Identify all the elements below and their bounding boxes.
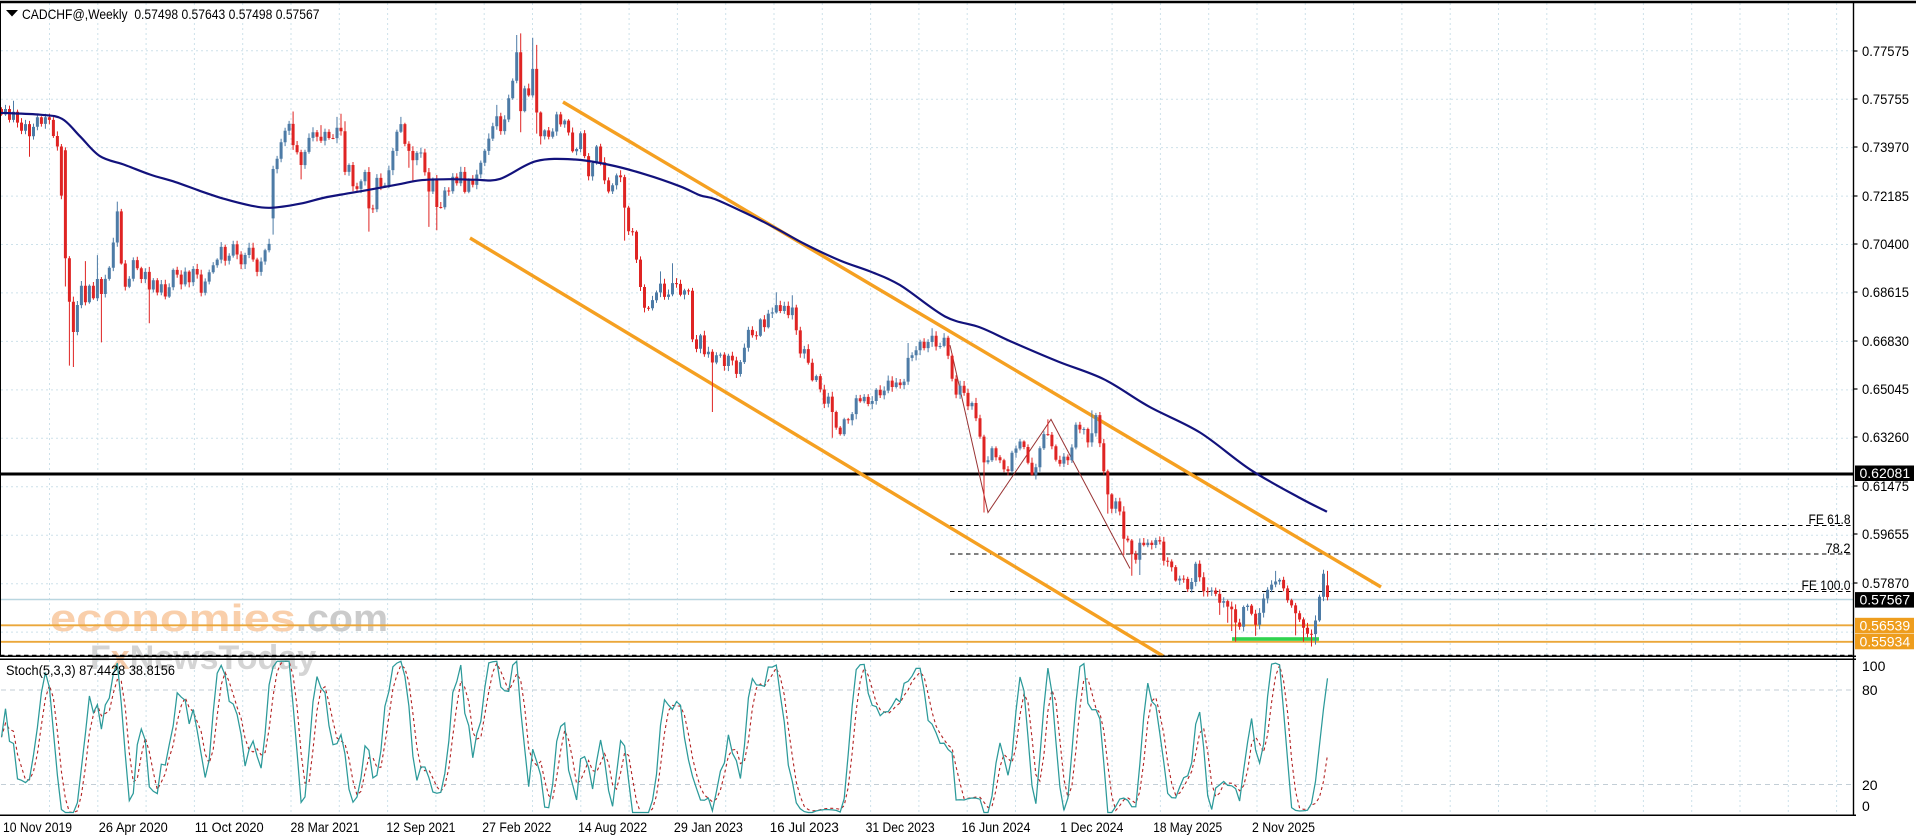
svg-text:26 Apr 2020: 26 Apr 2020: [99, 819, 168, 835]
svg-text:0: 0: [1862, 798, 1870, 814]
svg-text:18 May 2025: 18 May 2025: [1153, 819, 1222, 835]
svg-text:20: 20: [1862, 777, 1878, 793]
svg-text:FE 61.8: FE 61.8: [1809, 512, 1851, 527]
svg-text:100: 100: [1862, 658, 1886, 674]
svg-text:0.61475: 0.61475: [1862, 478, 1909, 494]
svg-text:FxNewsToday: FxNewsToday: [90, 639, 316, 677]
svg-text:CADCHF@,Weekly 0.57498 0.5764: CADCHF@,Weekly 0.57498 0.57643 0.57498 0…: [22, 6, 320, 22]
svg-text:27 Feb 2022: 27 Feb 2022: [482, 819, 551, 835]
svg-text:10 Nov 2019: 10 Nov 2019: [3, 819, 72, 835]
svg-text:16 Jul 2023: 16 Jul 2023: [770, 819, 839, 835]
svg-text:Stoch(5,3,3) 87.4428 38.8156: Stoch(5,3,3) 87.4428 38.8156: [6, 663, 175, 678]
svg-text:2 Nov 2025: 2 Nov 2025: [1252, 819, 1315, 835]
svg-text:0.62081: 0.62081: [1860, 465, 1911, 481]
svg-text:0.65045: 0.65045: [1862, 381, 1909, 397]
svg-text:11 Oct 2020: 11 Oct 2020: [195, 819, 264, 835]
svg-text:0.75755: 0.75755: [1862, 91, 1909, 107]
svg-text:12 Sep 2021: 12 Sep 2021: [386, 819, 455, 835]
svg-text:0.73970: 0.73970: [1862, 139, 1909, 155]
svg-text:FE 100.0: FE 100.0: [1802, 578, 1851, 593]
svg-text:0.63260: 0.63260: [1862, 429, 1909, 445]
svg-text:0.66830: 0.66830: [1862, 333, 1909, 349]
svg-text:78.2: 78.2: [1826, 541, 1851, 556]
svg-text:0.70400: 0.70400: [1862, 236, 1909, 252]
svg-text:0.56539: 0.56539: [1860, 617, 1911, 633]
svg-text:0.57567: 0.57567: [1860, 592, 1911, 608]
svg-text:0.72185: 0.72185: [1862, 188, 1909, 204]
svg-text:28 Mar 2021: 28 Mar 2021: [291, 819, 360, 835]
svg-text:29 Jan 2023: 29 Jan 2023: [674, 819, 743, 835]
svg-text:0.68615: 0.68615: [1862, 284, 1909, 300]
svg-text:14 Aug 2022: 14 Aug 2022: [578, 819, 647, 835]
svg-text:16 Jun 2024: 16 Jun 2024: [962, 819, 1031, 835]
svg-text:0.55934: 0.55934: [1860, 633, 1911, 649]
svg-text:0.77575: 0.77575: [1862, 43, 1909, 59]
svg-text:80: 80: [1862, 682, 1878, 698]
svg-text:31 Dec 2023: 31 Dec 2023: [866, 819, 935, 835]
svg-text:0.59655: 0.59655: [1862, 526, 1909, 542]
svg-text:1 Dec 2024: 1 Dec 2024: [1060, 819, 1123, 835]
svg-text:0.57870: 0.57870: [1862, 575, 1909, 591]
svg-text:economies.com: economies.com: [50, 598, 388, 640]
